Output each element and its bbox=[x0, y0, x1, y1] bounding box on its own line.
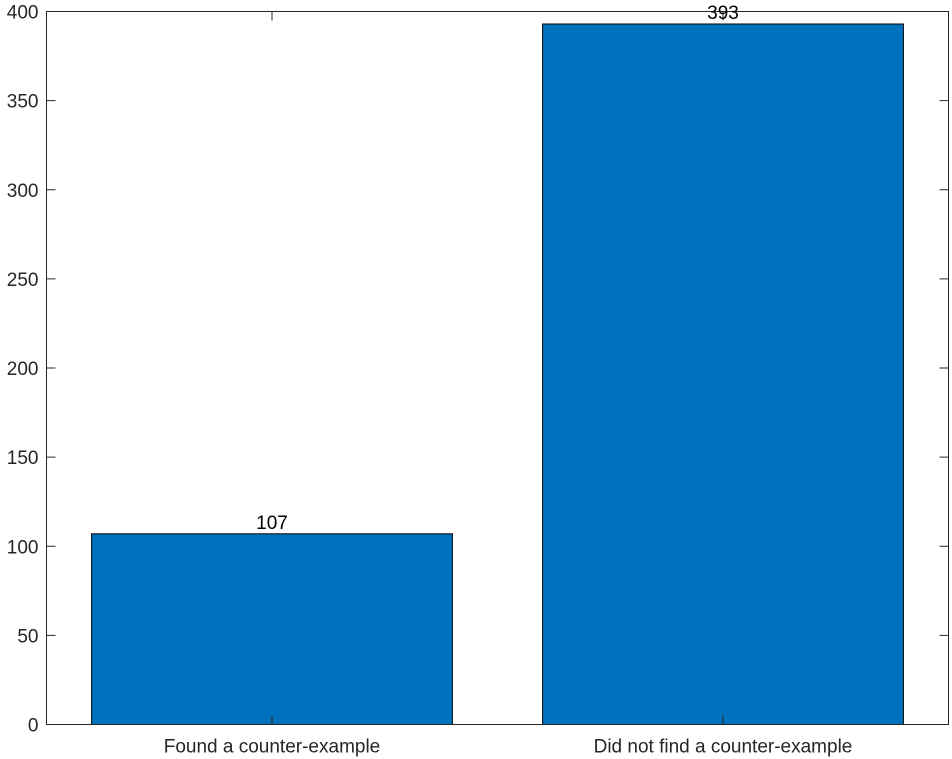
y-tick-label-6: 300 bbox=[7, 181, 39, 202]
y-tick-label-0: 0 bbox=[28, 716, 39, 737]
y-tick-label-3: 150 bbox=[7, 448, 39, 469]
y-tick-label-4: 200 bbox=[7, 359, 39, 380]
x-tick-label-0: Found a counter-example bbox=[164, 737, 381, 758]
y-tick-label-8: 400 bbox=[7, 3, 39, 24]
bars-layer bbox=[91, 23, 904, 725]
data-label-0: 107 bbox=[256, 513, 288, 534]
bar-1 bbox=[542, 23, 904, 725]
y-tick-label-2: 100 bbox=[7, 537, 39, 558]
y-tick-label-1: 50 bbox=[17, 626, 38, 647]
ticks-layer bbox=[46, 11, 949, 725]
labels-layer: Found a counter-example 107 Did not find a… bbox=[7, 3, 853, 758]
bar-0 bbox=[91, 533, 453, 725]
x-tick-label-1: Did not find a counter-example bbox=[594, 737, 853, 758]
data-label-1: 393 bbox=[707, 3, 739, 24]
y-tick-label-7: 350 bbox=[7, 92, 39, 113]
y-tick-label-5: 250 bbox=[7, 270, 39, 291]
